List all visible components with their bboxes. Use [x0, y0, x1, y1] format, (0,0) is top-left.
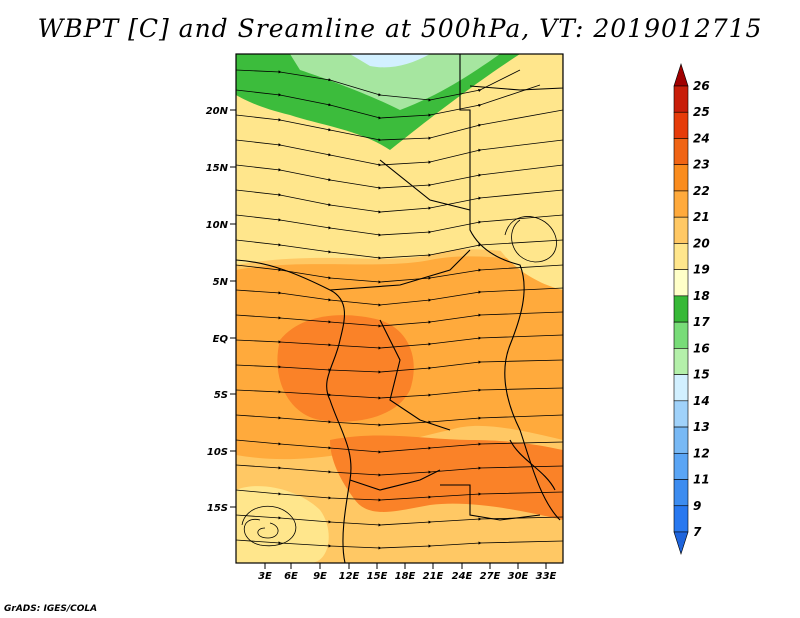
colorbar-label: 14	[693, 394, 710, 408]
lon-tick-3e: 3E	[258, 571, 272, 582]
lon-tick-27e: 27E	[480, 571, 501, 582]
colorbar-label: 24	[693, 131, 710, 145]
lon-tick-21e: 21E	[423, 571, 444, 582]
colorbar-swatch	[673, 138, 689, 166]
colorbar-label: 7	[693, 525, 702, 539]
colorbar-swatch	[673, 505, 689, 533]
colorbar-label: 9	[693, 499, 701, 513]
colorbar-swatch	[673, 374, 689, 402]
colorbar-label: 26	[693, 79, 710, 93]
lat-tick-5n: 5N	[213, 277, 229, 288]
lon-tick-9e: 9E	[313, 571, 327, 582]
colorbar-label: 12	[693, 446, 710, 460]
colorbar-label: 11	[693, 473, 710, 487]
lon-axis: 3E 6E 9E 12E 15E 18E 21E 24E 27E 30E 33E	[258, 563, 557, 582]
lat-tick-15n: 15N	[206, 163, 229, 174]
colorbar-label: 13	[693, 420, 710, 434]
lon-tick-33e: 33E	[536, 571, 557, 582]
lat-tick-15s: 15S	[207, 503, 228, 514]
colorbar-swatch	[673, 531, 689, 555]
colorbar-swatch	[673, 479, 689, 507]
colorbar-swatch	[673, 295, 689, 323]
colorbar-swatch	[673, 85, 689, 113]
lat-tick-5s: 5S	[214, 390, 228, 401]
map-plot-area	[236, 54, 563, 563]
colorbar-swatch	[673, 63, 689, 87]
lon-tick-18e: 18E	[395, 571, 416, 582]
map-frame	[235, 53, 564, 564]
colorbar-label: 19	[693, 263, 710, 277]
colorbar-swatch	[673, 400, 689, 428]
lat-tick-10s: 10S	[207, 447, 228, 458]
colorbar: 7 9 11 12 13 14 15 16 17 18 19 20 21 22 23 24 25 26	[673, 63, 710, 555]
colorbar-label: 20	[693, 236, 710, 250]
field-east-pale	[500, 190, 563, 290]
lon-tick-15e: 15E	[367, 571, 388, 582]
colorbar-label: 15	[693, 368, 710, 382]
colorbar-swatch	[673, 452, 689, 480]
colorbar-swatch	[673, 243, 689, 270]
field-north-blue	[350, 54, 430, 68]
colorbar-label: 17	[693, 315, 710, 329]
colorbar-swatch	[673, 216, 689, 244]
lon-tick-12e: 12E	[339, 571, 360, 582]
lat-tick-eq: EQ	[213, 334, 229, 345]
colorbar-swatch	[673, 164, 689, 192]
colorbar-label: 22	[693, 184, 710, 198]
colorbar-swatch	[673, 269, 689, 297]
colorbar-label: 23	[693, 158, 710, 172]
lat-axis: 20N 15N 10N 5N EQ 5S 10S 15S	[206, 106, 236, 514]
map-title: WBPT [C] and Sreamline at 500hPa, VT: 20…	[37, 14, 763, 43]
lon-tick-30e: 30E	[508, 571, 529, 582]
colorbar-swatch	[673, 190, 689, 218]
streamlines	[236, 69, 563, 550]
colorbar-swatch	[673, 111, 689, 139]
lat-tick-20n: 20N	[206, 106, 229, 117]
colorbar-swatch	[673, 321, 689, 349]
colorbar-swatch	[673, 426, 689, 454]
lon-tick-6e: 6E	[284, 571, 298, 582]
colorbar-label: 18	[693, 289, 710, 303]
country-borders	[236, 54, 563, 563]
lon-tick-24e: 24E	[452, 571, 473, 582]
grads-credit: GrADS: IGES/COLA	[4, 604, 98, 614]
lat-tick-10n: 10N	[206, 220, 229, 231]
colorbar-label: 25	[693, 105, 710, 119]
colorbar-label: 21	[693, 210, 710, 224]
colorbar-swatch	[673, 348, 689, 375]
colorbar-label: 16	[693, 341, 710, 355]
